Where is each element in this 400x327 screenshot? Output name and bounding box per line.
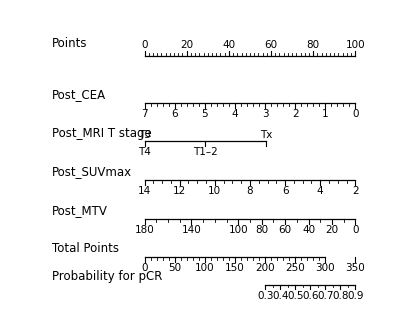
Text: 150: 150 <box>225 263 245 273</box>
Text: T4: T4 <box>138 147 151 157</box>
Text: T3: T3 <box>138 130 151 140</box>
Text: 80: 80 <box>307 40 320 50</box>
Text: 0: 0 <box>141 263 148 273</box>
Text: 300: 300 <box>316 263 335 273</box>
Text: T1–2: T1–2 <box>193 147 218 157</box>
Text: Post_SUVmax: Post_SUVmax <box>52 165 132 178</box>
Text: 60: 60 <box>264 40 278 50</box>
Text: Tx: Tx <box>260 130 272 140</box>
Text: 200: 200 <box>255 263 275 273</box>
Text: 0.5: 0.5 <box>287 290 304 301</box>
Text: 0: 0 <box>352 225 358 235</box>
Text: 10: 10 <box>208 186 221 196</box>
Text: Probability for pCR: Probability for pCR <box>52 270 162 283</box>
Text: 250: 250 <box>285 263 305 273</box>
Text: 140: 140 <box>182 225 201 235</box>
Text: 2: 2 <box>352 186 359 196</box>
Text: 0.8: 0.8 <box>332 290 348 301</box>
Text: 20: 20 <box>180 40 193 50</box>
Text: 100: 100 <box>228 225 248 235</box>
Text: 0.6: 0.6 <box>302 290 318 301</box>
Text: 4: 4 <box>232 109 238 119</box>
Text: 6: 6 <box>171 109 178 119</box>
Text: 20: 20 <box>325 225 338 235</box>
Text: 14: 14 <box>138 186 151 196</box>
Text: 100: 100 <box>195 263 214 273</box>
Text: 40: 40 <box>222 40 236 50</box>
Text: 12: 12 <box>173 186 186 196</box>
Text: 5: 5 <box>202 109 208 119</box>
Text: 50: 50 <box>168 263 181 273</box>
Text: 0.3: 0.3 <box>257 290 273 301</box>
Text: 0: 0 <box>141 40 148 50</box>
Text: 1: 1 <box>322 109 328 119</box>
Text: Total Points: Total Points <box>52 242 118 255</box>
Text: Post_CEA: Post_CEA <box>52 88 106 101</box>
Text: 0.9: 0.9 <box>347 290 364 301</box>
Text: 0.4: 0.4 <box>272 290 288 301</box>
Text: Points: Points <box>52 37 87 50</box>
Text: 350: 350 <box>346 263 365 273</box>
Text: 0: 0 <box>352 109 358 119</box>
Text: 0.7: 0.7 <box>317 290 334 301</box>
Text: 100: 100 <box>346 40 365 50</box>
Text: 80: 80 <box>255 225 268 235</box>
Text: 8: 8 <box>247 186 253 196</box>
Text: 40: 40 <box>302 225 315 235</box>
Text: 3: 3 <box>262 109 268 119</box>
Text: Post_MTV: Post_MTV <box>52 204 108 217</box>
Text: 60: 60 <box>278 225 292 235</box>
Text: 6: 6 <box>282 186 288 196</box>
Text: 7: 7 <box>141 109 148 119</box>
Text: 4: 4 <box>317 186 324 196</box>
Text: Post_MRI T stage: Post_MRI T stage <box>52 127 151 140</box>
Text: 180: 180 <box>135 225 154 235</box>
Text: 2: 2 <box>292 109 298 119</box>
